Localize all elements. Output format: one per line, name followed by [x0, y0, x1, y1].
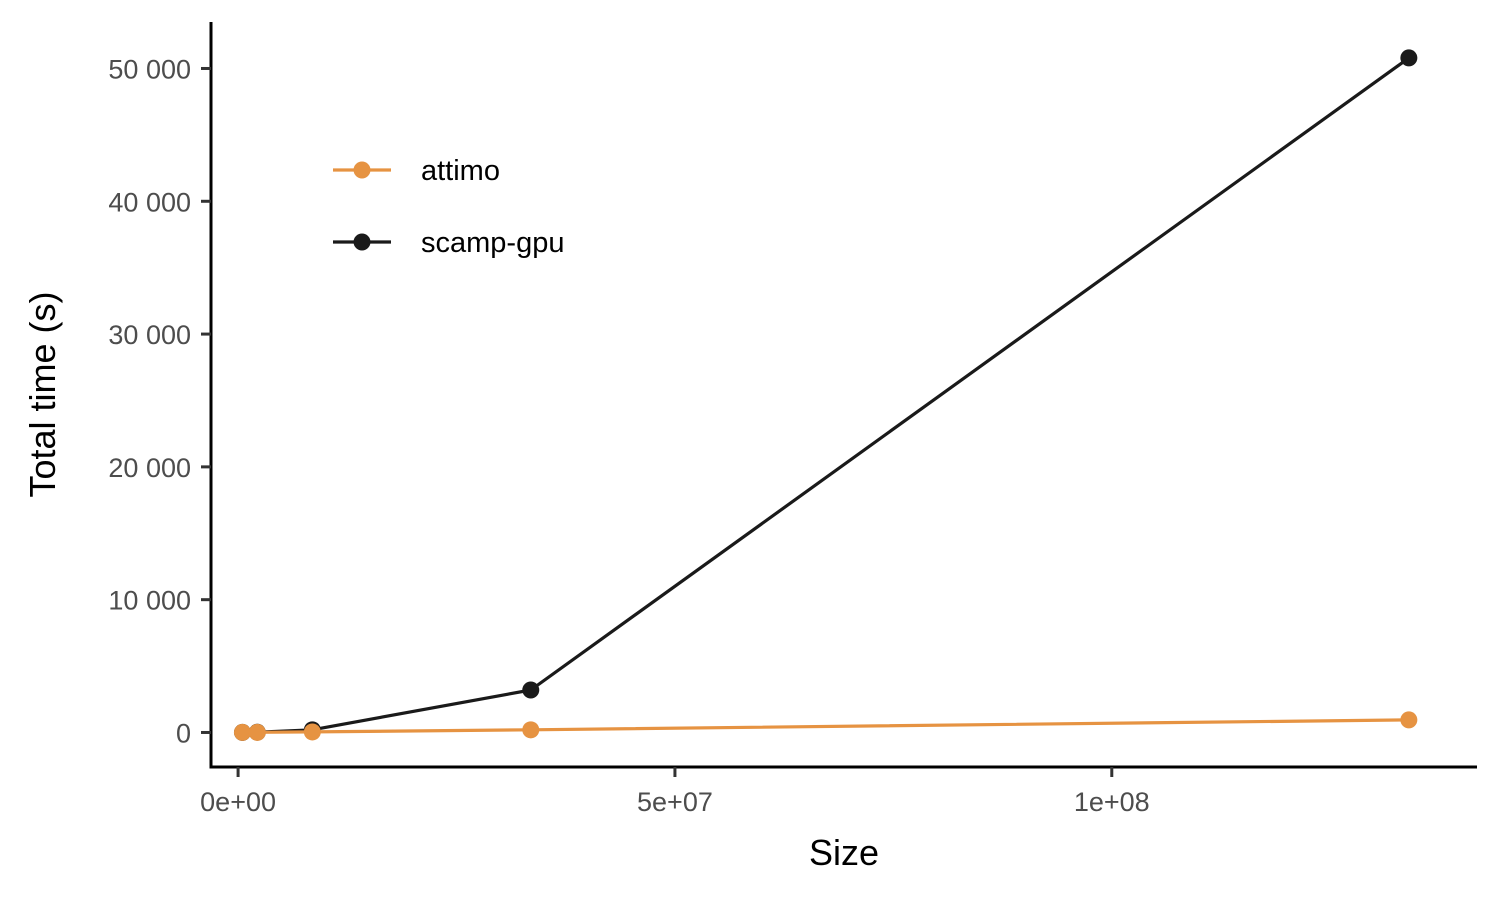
y-tick-label: 0 [176, 718, 191, 748]
data-point-attimo [1400, 711, 1418, 729]
data-point-attimo [522, 721, 540, 739]
data-point-scamp-gpu [522, 681, 540, 699]
legend-item-scamp-gpu: scamp-gpu [333, 227, 564, 259]
x-axis-ticks: 0e+00 5e+07 1e+08 [200, 767, 1150, 817]
series-attimo [233, 711, 1418, 741]
series-scamp-gpu [233, 49, 1418, 741]
x-tick-label: 0e+00 [200, 787, 276, 817]
series-line-attimo [242, 718, 1409, 734]
series-line-scamp-gpu [242, 56, 1410, 734]
y-axis-title: Total time (s) [22, 291, 63, 497]
legend-label: scamp-gpu [421, 227, 564, 259]
y-tick-label: 50 000 [108, 54, 191, 84]
data-point-attimo [233, 723, 251, 741]
y-tick-label: 40 000 [108, 187, 191, 217]
legend-key-point [353, 233, 371, 251]
y-tick-label: 10 000 [108, 586, 191, 616]
legend-label: attimo [421, 155, 500, 187]
x-tick-label: 5e+07 [637, 787, 713, 817]
x-axis-title: Size [809, 832, 879, 873]
x-tick-label: 1e+08 [1074, 787, 1150, 817]
plot-area [233, 49, 1418, 741]
data-point-attimo [248, 723, 266, 741]
axes: 0 10 000 20 000 30 000 40 000 50 000 0e+00 5e+… [108, 22, 1477, 817]
legend-item-attimo: attimo [333, 155, 500, 187]
y-tick-label: 30 000 [108, 320, 191, 350]
data-point-scamp-gpu [1400, 49, 1418, 67]
legend: attimo scamp-gpu [333, 155, 564, 259]
legend-key-point [353, 161, 371, 179]
y-axis-ticks: 0 10 000 20 000 30 000 40 000 50 000 [108, 54, 211, 748]
data-point-attimo [303, 723, 321, 741]
y-tick-label: 20 000 [108, 453, 191, 483]
